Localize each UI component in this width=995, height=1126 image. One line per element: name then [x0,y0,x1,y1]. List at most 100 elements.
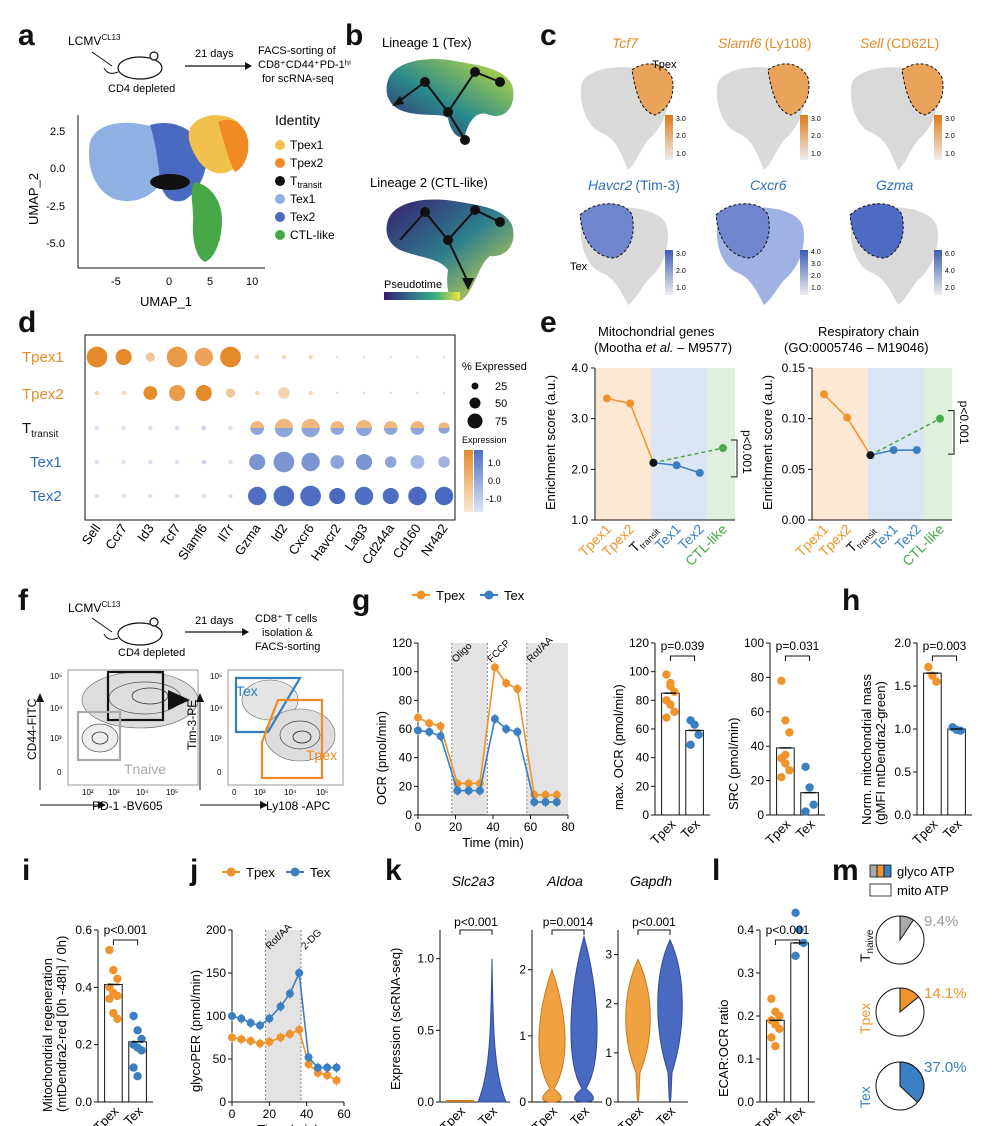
dot [408,486,427,506]
panel-label-j: j [189,854,198,887]
dot [278,387,290,399]
pvalue: p=0.039 [661,639,705,653]
data-point [777,772,786,782]
tick-label: 0.00 [782,513,806,527]
data-point [323,1071,332,1080]
svg-text:10³: 10³ [108,788,120,797]
bar [923,672,942,816]
violin [625,958,651,1103]
dot [250,421,265,428]
dot [249,453,266,471]
panel-g: g Tpex Tex Oligo FCCP Rot/AA02040608010012… [352,584,825,850]
panel-i: i 0.0 0.2 0.4 0.6 Tpex Tex p<0.001 Mitochondria… [22,854,153,1126]
panel-a: a LCMVCL13 CD4 depleted 21 days FACS-sor… [18,19,351,309]
axis-label: Enrichment score (a.u.) [760,375,775,510]
data-point [795,925,804,935]
gene-title: Aldoa [546,873,583,889]
data-point [801,807,810,816]
gene-tcf7: Tcf7 [612,35,639,51]
violin-Aldoa: Aldoa 0 1 2 p=0.0014 Tpex Tex [519,873,602,1126]
pie-Tex: 37.0% Tex [857,1059,967,1111]
dotplot-rows: Tpex1 Tpex2 Ttransit Tex1 Tex2 [22,349,64,505]
tick-label: 0 [757,808,764,822]
pie-label: 37.0% [924,1059,967,1076]
dot [143,386,158,400]
data-point [436,732,445,741]
tick-label: 0 [415,820,422,834]
pseudotime-label: Pseudotime [384,279,442,291]
pie-row-label: Tpex [857,1003,873,1034]
svg-text:Tpex2: Tpex2 [22,386,64,403]
axis-label: Time (min) [257,1122,319,1126]
tick-label: 2 [605,997,612,1011]
svg-text:-1.0: -1.0 [486,494,502,504]
panel-label-e: e [540,306,557,339]
gene-label: Tcf7 [158,521,184,549]
data-point [924,662,933,672]
dot [382,487,399,505]
svg-text:0.0: 0.0 [488,476,501,486]
data-point [105,945,114,955]
dot [336,355,339,359]
dot [201,425,207,431]
svg-text:Tex1: Tex1 [290,192,316,206]
panel-label-l: l [712,854,720,887]
data-point [513,684,522,693]
tick-label: 60 [751,705,765,719]
gene-label: Gzma [231,520,264,558]
data-point [626,399,635,408]
dot [148,425,153,431]
axis-label: max. OCR (pmol/min) [611,684,626,810]
svg-text:10³: 10³ [50,734,62,743]
dot [274,418,294,428]
data-point [809,800,818,809]
data-point [694,730,703,739]
sorting-line3: for scRNA-seq [262,73,334,85]
svg-text:10⁴: 10⁴ [50,704,63,713]
category-label: Tex [783,1103,808,1126]
identity-legend: Tpex1 Tpex2 Ttransit Tex1 Tex2 CTL-like [275,138,335,242]
panel-label-i: i [22,854,30,887]
dot [330,421,345,428]
data-point [228,1012,236,1020]
data-point [912,446,921,455]
tick-label: 40 [399,751,413,765]
tick-label: 0 [605,1095,612,1109]
data-point [113,974,122,983]
dot [121,459,126,465]
svg-text:3.0: 3.0 [811,261,821,268]
svg-text:10⁵: 10⁵ [50,672,62,681]
data-point [603,394,611,403]
category-label: Tex [793,816,818,841]
panel-label-h: h [842,584,860,617]
data-point [662,670,671,679]
data-point [113,1014,122,1024]
data-point [475,786,484,795]
svg-text:1.0: 1.0 [945,151,955,158]
violin [570,934,598,1103]
gene-label: Id3 [134,521,157,544]
svg-text:1.0: 1.0 [811,151,821,158]
tick-label: 100 [206,1009,226,1023]
dot [248,486,267,506]
svg-text:2.0: 2.0 [676,268,686,275]
region-tpex: Tpex [652,59,677,71]
category-label: Tpex [752,1103,783,1126]
dot [308,354,313,360]
dot [330,428,345,435]
violin [477,958,507,1103]
flow1-density [76,670,199,762]
data-point [228,1033,236,1042]
svg-text:Tpex1: Tpex1 [22,349,64,366]
svg-text:2.0: 2.0 [811,273,821,280]
tick-label: 0.0 [737,1095,754,1109]
tick-label: 80 [636,693,650,707]
svg-text:Tpex2: Tpex2 [290,156,324,170]
region-tex: Tex [570,261,588,273]
panel-label-m: m [832,854,859,887]
tick-label: 40 [486,820,500,834]
series-line [653,447,724,464]
tick-label: 0.4 [737,923,754,937]
svg-text:-2.5: -2.5 [46,201,65,213]
